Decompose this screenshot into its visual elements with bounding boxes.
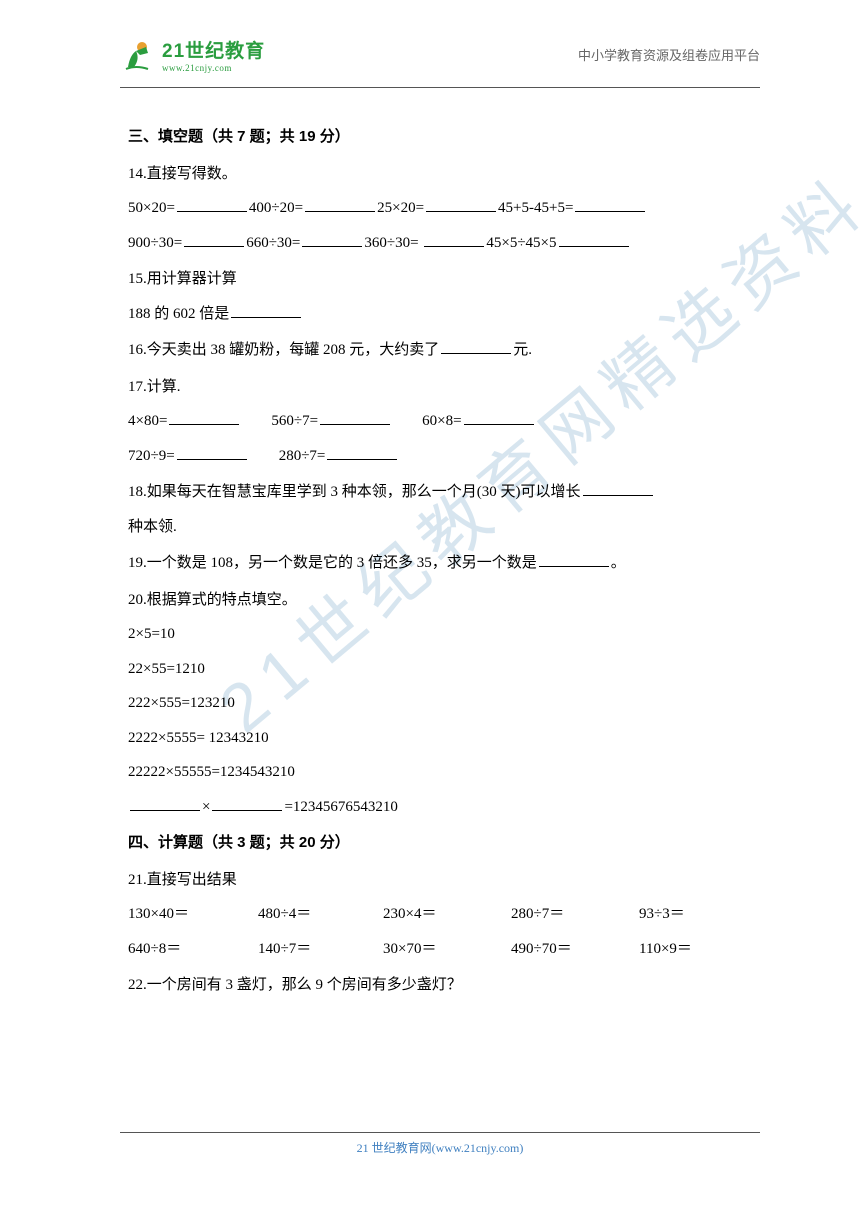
q21-r1-d: 280÷7＝ <box>511 897 639 932</box>
blank <box>305 196 375 212</box>
q21-row1: 130×40＝480÷4＝230×4＝280÷7＝93÷3＝ <box>128 897 760 932</box>
blank <box>231 302 301 318</box>
q14-row2: 900÷30= 660÷30= 360÷30= 45×5÷45×5 <box>128 226 760 261</box>
q21-r2-c: 30×70＝ <box>383 932 511 967</box>
logo-icon <box>120 37 156 73</box>
blank <box>302 231 362 247</box>
blank <box>426 196 496 212</box>
section4-title: 四、计算题（共 3 题；共 20 分） <box>128 826 760 861</box>
q17-r2-a: 720÷9= <box>128 448 175 464</box>
q14-r1-a: 50×20= <box>128 200 175 216</box>
q18-before: 18.如果每天在智慧宝库里学到 3 种本领，那么一个月(30 天)可以增长 <box>128 484 581 500</box>
q21-r2-e: 110×9＝ <box>639 941 692 957</box>
q16-before: 16.今天卖出 38 罐奶粉，每罐 208 元，大约卖了 <box>128 342 439 358</box>
blank <box>184 231 244 247</box>
q20-eq1: 2×5=10 <box>128 617 760 652</box>
q17-r1-c: 60×8= <box>422 413 461 429</box>
blank <box>464 409 534 425</box>
blank <box>177 444 247 460</box>
blank <box>575 196 645 212</box>
q14-r2-a: 900÷30= <box>128 235 182 251</box>
q14-r2-d: 45×5÷45×5 <box>486 235 556 251</box>
q14-r1-c: 25×20= <box>377 200 424 216</box>
blank <box>424 231 484 247</box>
q14-prompt: 14.直接写得数。 <box>128 157 760 192</box>
q21-r2-b: 140÷7＝ <box>258 932 383 967</box>
blank <box>559 231 629 247</box>
q21-r2-a: 640÷8＝ <box>128 932 258 967</box>
q19-after: 。 <box>611 555 626 571</box>
q17-r1-a: 4×80= <box>128 413 167 429</box>
page-header: 21世纪教育 www.21cnjy.com 中小学教育资源及组卷应用平台 <box>0 0 860 87</box>
q14-r2-c: 360÷30= <box>364 235 418 251</box>
q14-r1-b: 400÷20= <box>249 200 303 216</box>
q14-row1: 50×20= 400÷20= 25×20= 45+5-45+5= <box>128 191 760 226</box>
blank <box>169 409 239 425</box>
blank <box>212 795 282 811</box>
blank <box>130 795 200 811</box>
q17-r1-b: 560÷7= <box>271 413 318 429</box>
header-right-text: 中小学教育资源及组卷应用平台 <box>578 45 760 64</box>
page-footer: 21 世纪教育网(www.21cnjy.com) <box>120 1132 760 1156</box>
q21-r1-e: 93÷3＝ <box>639 906 685 922</box>
q21-r1-b: 480÷4＝ <box>258 897 383 932</box>
q19-before: 19.一个数是 108，另一个数是它的 3 倍还多 35，求另一个数是 <box>128 555 537 571</box>
q20-eq5: 22222×55555=1234543210 <box>128 755 760 790</box>
q17-r2-b: 280÷7= <box>279 448 326 464</box>
logo: 21世纪教育 www.21cnjy.com <box>120 36 265 73</box>
footer-text: 21 世纪教育网(www.21cnjy.com) <box>357 1141 524 1155</box>
q14-r2-b: 660÷30= <box>246 235 300 251</box>
q20-eq2: 22×55=1210 <box>128 652 760 687</box>
blank <box>539 551 609 567</box>
logo-main-text: 21世纪教育 <box>162 36 265 63</box>
blank <box>441 338 511 354</box>
q20-eq4: 2222×5555= 12343210 <box>128 721 760 756</box>
q14-r1-d: 45+5-45+5= <box>498 200 573 216</box>
q15-prompt: 15.用计算器计算 <box>128 262 760 297</box>
q21-r1-a: 130×40＝ <box>128 897 258 932</box>
logo-sub-text: www.21cnjy.com <box>162 63 265 73</box>
q22: 22.一个房间有 3 盏灯，那么 9 个房间有多少盏灯？ <box>128 968 760 1003</box>
q21-row2: 640÷8＝140÷7＝30×70＝490÷70＝110×9＝ <box>128 932 760 967</box>
q17-row1: 4×80= 560÷7= 60×8= <box>128 404 760 439</box>
q18: 18.如果每天在智慧宝库里学到 3 种本领，那么一个月(30 天)可以增长 <box>128 475 760 510</box>
q15-text: 188 的 602 倍是 <box>128 306 229 322</box>
q20-eq6-result: =12345676543210 <box>284 799 397 815</box>
q21-r2-d: 490÷70＝ <box>511 932 639 967</box>
q20-eq6: × =12345676543210 <box>128 790 760 825</box>
q21-r1-c: 230×4＝ <box>383 897 511 932</box>
q17-row2: 720÷9= 280÷7= <box>128 439 760 474</box>
blank <box>320 409 390 425</box>
q16-after: 元. <box>513 342 532 358</box>
q20-prompt: 20.根据算式的特点填空。 <box>128 583 760 618</box>
q19: 19.一个数是 108，另一个数是它的 3 倍还多 35，求另一个数是 。 <box>128 546 760 581</box>
q21-prompt: 21.直接写出结果 <box>128 863 760 898</box>
section3-title: 三、填空题（共 7 题；共 19 分） <box>128 120 760 155</box>
q15-line: 188 的 602 倍是 <box>128 297 760 332</box>
blank <box>177 196 247 212</box>
q16: 16.今天卖出 38 罐奶粉，每罐 208 元，大约卖了 元. <box>128 333 760 368</box>
document-content: 三、填空题（共 7 题；共 19 分） 14.直接写得数。 50×20= 400÷… <box>0 88 860 1003</box>
blank <box>327 444 397 460</box>
q20-eq6-mid: × <box>202 799 210 815</box>
q18-after: 种本领. <box>128 510 760 545</box>
q17-prompt: 17.计算. <box>128 370 760 405</box>
logo-text: 21世纪教育 www.21cnjy.com <box>162 36 265 73</box>
blank <box>583 480 653 496</box>
q20-eq3: 222×555=123210 <box>128 686 760 721</box>
